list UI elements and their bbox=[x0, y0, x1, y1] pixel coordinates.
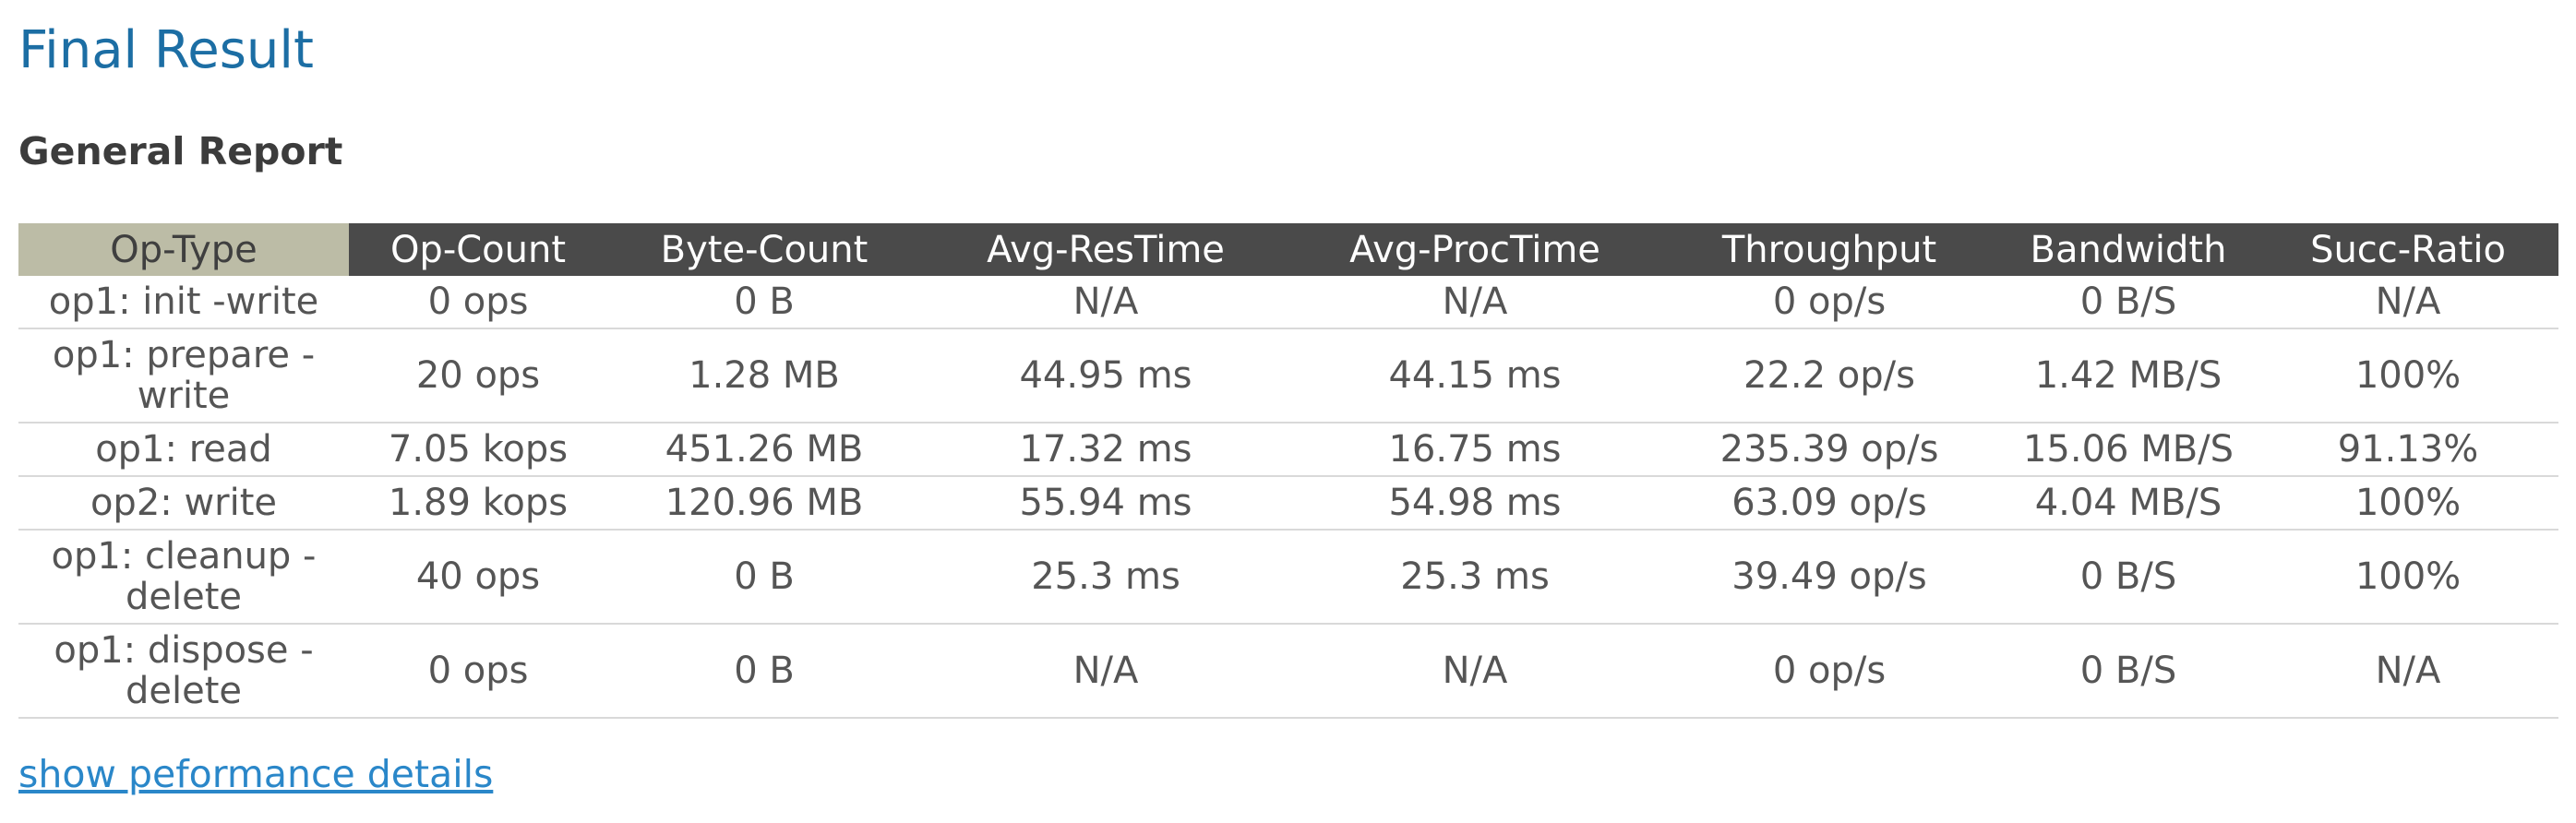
throughput-cell: 0 op/s bbox=[1659, 624, 1999, 719]
column-header-avg-proctime: Avg-ProcTime bbox=[1290, 223, 1659, 276]
throughput-cell: 0 op/s bbox=[1659, 276, 1999, 329]
byte-count-cell: 120.96 MB bbox=[607, 476, 921, 531]
op-type-cell: op1: cleanup -delete bbox=[18, 530, 349, 625]
op-count-cell: 7.05 kops bbox=[349, 423, 607, 477]
avg-proctime-cell: 54.98 ms bbox=[1290, 476, 1659, 531]
op-count-cell: 40 ops bbox=[349, 530, 607, 625]
avg-proctime-cell: N/A bbox=[1290, 624, 1659, 719]
avg-restime-cell: N/A bbox=[921, 624, 1290, 719]
section-title: General Report bbox=[18, 129, 343, 173]
bandwidth-cell: 15.06 MB/S bbox=[1999, 423, 2258, 477]
avg-proctime-cell: 25.3 ms bbox=[1290, 530, 1659, 625]
byte-count-cell: 0 B bbox=[607, 276, 921, 329]
show-performance-details-link[interactable]: show peformance details bbox=[18, 752, 494, 796]
throughput-cell: 235.39 op/s bbox=[1659, 423, 1999, 477]
avg-proctime-cell: N/A bbox=[1290, 276, 1659, 329]
column-header-throughput: Throughput bbox=[1659, 223, 1999, 276]
succ-ratio-cell: 100% bbox=[2258, 476, 2558, 531]
op-type-cell: op1: init -write bbox=[18, 276, 349, 329]
bandwidth-cell: 0 B/S bbox=[1999, 530, 2258, 625]
op-count-cell: 1.89 kops bbox=[349, 476, 607, 531]
table-row: op1: cleanup -delete 40 ops 0 B 25.3 ms … bbox=[18, 530, 2558, 625]
general-report-table: Op-Type Op-Count Byte-Count Avg-ResTime … bbox=[18, 223, 2558, 719]
bandwidth-cell: 0 B/S bbox=[1999, 276, 2258, 329]
op-count-cell: 0 ops bbox=[349, 276, 607, 329]
column-header-byte-count: Byte-Count bbox=[607, 223, 921, 276]
page-title: Final Result bbox=[18, 20, 314, 80]
throughput-cell: 22.2 op/s bbox=[1659, 328, 1999, 423]
byte-count-cell: 451.26 MB bbox=[607, 423, 921, 477]
op-type-cell: op1: read bbox=[18, 423, 349, 477]
column-header-op-type: Op-Type bbox=[18, 223, 349, 276]
avg-proctime-cell: 16.75 ms bbox=[1290, 423, 1659, 477]
byte-count-cell: 0 B bbox=[607, 624, 921, 719]
bandwidth-cell: 1.42 MB/S bbox=[1999, 328, 2258, 423]
op-count-cell: 0 ops bbox=[349, 624, 607, 719]
table-row: op1: dispose -delete 0 ops 0 B N/A N/A 0… bbox=[18, 624, 2558, 719]
table-header-row: Op-Type Op-Count Byte-Count Avg-ResTime … bbox=[18, 223, 2558, 276]
byte-count-cell: 0 B bbox=[607, 530, 921, 625]
avg-restime-cell: 44.95 ms bbox=[921, 328, 1290, 423]
avg-restime-cell: N/A bbox=[921, 276, 1290, 329]
column-header-bandwidth: Bandwidth bbox=[1999, 223, 2258, 276]
avg-restime-cell: 17.32 ms bbox=[921, 423, 1290, 477]
avg-restime-cell: 25.3 ms bbox=[921, 530, 1290, 625]
avg-restime-cell: 55.94 ms bbox=[921, 476, 1290, 531]
table-row: op1: prepare -write 20 ops 1.28 MB 44.95… bbox=[18, 328, 2558, 423]
table-row: op1: read 7.05 kops 451.26 MB 17.32 ms 1… bbox=[18, 423, 2558, 477]
column-header-avg-restime: Avg-ResTime bbox=[921, 223, 1290, 276]
op-type-cell: op1: prepare -write bbox=[18, 328, 349, 423]
table-row: op2: write 1.89 kops 120.96 MB 55.94 ms … bbox=[18, 476, 2558, 531]
op-type-cell: op2: write bbox=[18, 476, 349, 531]
succ-ratio-cell: N/A bbox=[2258, 276, 2558, 329]
op-type-cell: op1: dispose -delete bbox=[18, 624, 349, 719]
op-count-cell: 20 ops bbox=[349, 328, 607, 423]
table-row: op1: init -write 0 ops 0 B N/A N/A 0 op/… bbox=[18, 276, 2558, 329]
column-header-succ-ratio: Succ-Ratio bbox=[2258, 223, 2558, 276]
throughput-cell: 63.09 op/s bbox=[1659, 476, 1999, 531]
succ-ratio-cell: 100% bbox=[2258, 530, 2558, 625]
byte-count-cell: 1.28 MB bbox=[607, 328, 921, 423]
succ-ratio-cell: 91.13% bbox=[2258, 423, 2558, 477]
bandwidth-cell: 4.04 MB/S bbox=[1999, 476, 2258, 531]
succ-ratio-cell: 100% bbox=[2258, 328, 2558, 423]
succ-ratio-cell: N/A bbox=[2258, 624, 2558, 719]
throughput-cell: 39.49 op/s bbox=[1659, 530, 1999, 625]
column-header-op-count: Op-Count bbox=[349, 223, 607, 276]
avg-proctime-cell: 44.15 ms bbox=[1290, 328, 1659, 423]
bandwidth-cell: 0 B/S bbox=[1999, 624, 2258, 719]
